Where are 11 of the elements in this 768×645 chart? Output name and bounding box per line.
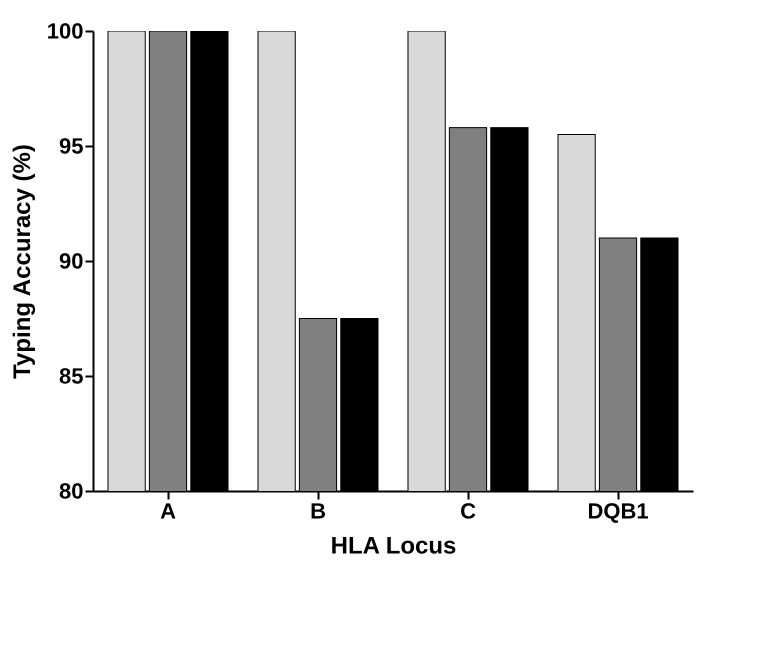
y-tick-label: 80 <box>59 478 84 504</box>
x-tick-label: B <box>310 498 326 524</box>
x-axis-title: HLA Locus <box>330 532 456 560</box>
y-tick-label: 100 <box>46 18 84 44</box>
x-tick-label: A <box>160 498 176 524</box>
y-tick-label: 85 <box>59 364 84 388</box>
x-tick-label: DQB1 <box>587 498 649 524</box>
y-axis-title: Typing Accuracy (%) <box>8 144 36 379</box>
y-tick-label: 90 <box>59 248 84 274</box>
y-tick-label: 95 <box>59 134 84 158</box>
x-tick-label: C <box>460 498 476 524</box>
